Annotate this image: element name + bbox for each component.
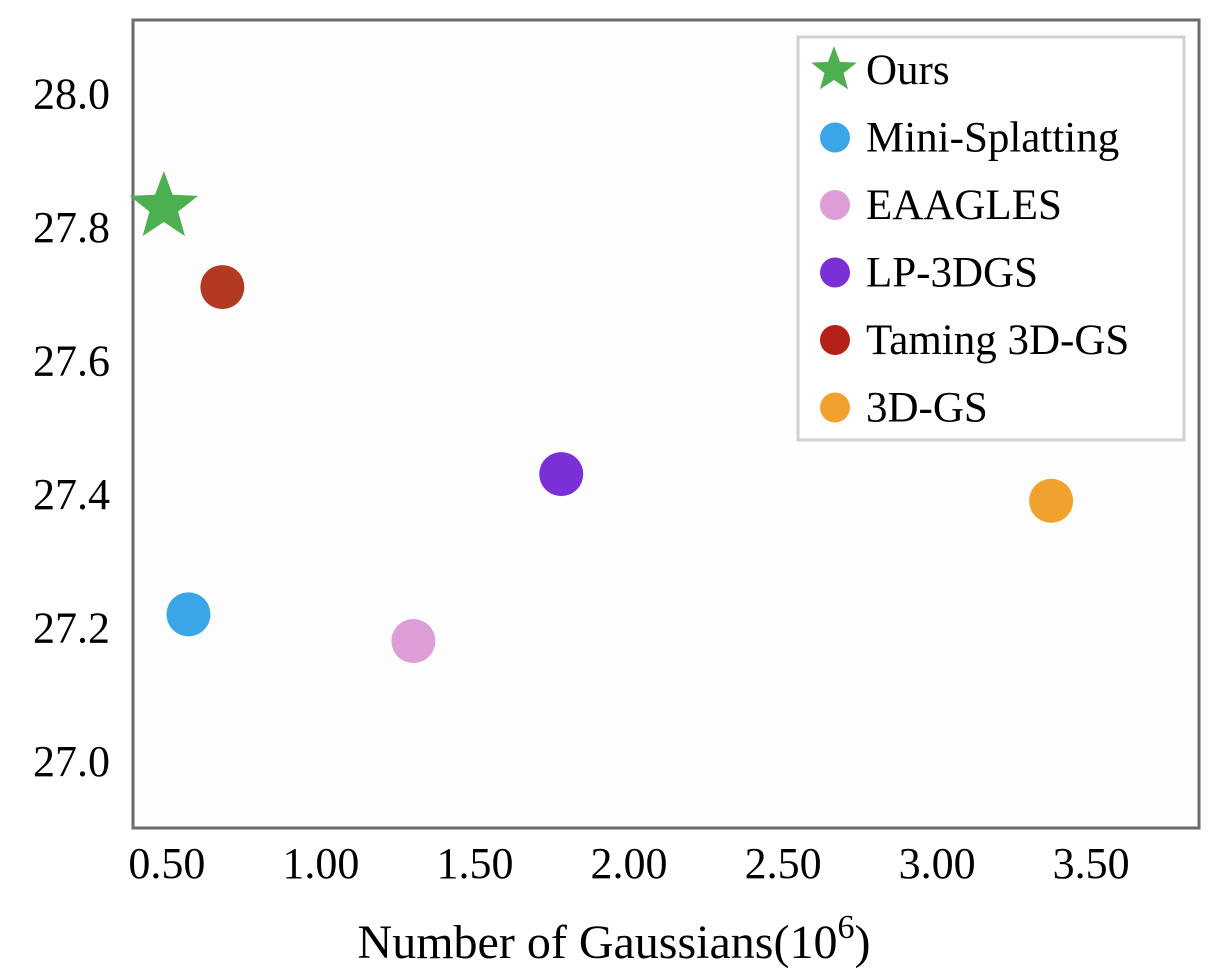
y-axis-ticks: 27.0 27.2 27.4 27.6 27.8 28.0 xyxy=(33,69,110,786)
legend-marker-lp-3dgs xyxy=(820,257,850,288)
legend-box xyxy=(796,35,1186,442)
legend: Ours Mini-Splatting EAAGLES LP-3DGS Taming 3… xyxy=(796,35,1186,442)
legend-label-3d-gs: 3D-GS xyxy=(866,385,988,432)
x-tick-label: 3.00 xyxy=(899,839,976,888)
point-taming-3d-gs xyxy=(200,265,245,310)
legend-marker-eaagles xyxy=(820,190,850,220)
x-tick-label: 2.00 xyxy=(591,839,668,888)
y-tick-label: 27.6 xyxy=(33,337,110,386)
legend-label-lp-3dgs: LP-3DGS xyxy=(866,250,1038,297)
point-ours xyxy=(129,171,198,237)
legend-label-taming-3d-gs: Taming 3D-GS xyxy=(866,317,1129,364)
y-tick-label: 27.0 xyxy=(33,737,110,786)
point-lp-3dgs xyxy=(539,452,584,497)
x-axis-title: Number of Gaussians(106) xyxy=(358,909,871,969)
x-tick-label: 3.50 xyxy=(1053,839,1130,888)
data-points xyxy=(129,171,1074,664)
legend-marker-ours xyxy=(811,46,857,90)
legend-marker-3d-gs xyxy=(820,392,850,423)
y-tick-label: 27.8 xyxy=(33,203,110,252)
x-tick-label: 1.50 xyxy=(436,839,513,888)
y-tick-label: 27.4 xyxy=(33,470,110,519)
y-tick-label: 28.0 xyxy=(33,69,110,118)
point-3d-gs xyxy=(1029,478,1074,523)
y-tick-label: 27.2 xyxy=(33,604,110,653)
x-tick-label: 2.50 xyxy=(745,839,822,888)
x-axis-ticks: 0.50 1.00 1.50 2.00 2.50 3.00 3.50 xyxy=(128,839,1129,888)
x-tick-label: 0.50 xyxy=(128,839,205,888)
legend-label-eaagles: EAAGLES xyxy=(866,182,1062,229)
x-tick-label: 1.00 xyxy=(282,839,359,888)
legend-label-mini-splatting: Mini-Splatting xyxy=(866,115,1119,162)
point-eaagles xyxy=(391,619,436,664)
point-mini-splatting xyxy=(166,592,211,637)
legend-marker-mini-splatting xyxy=(820,122,850,153)
legend-label-ours: Ours xyxy=(866,47,950,94)
legend-marker-taming-3d-gs xyxy=(820,325,850,355)
